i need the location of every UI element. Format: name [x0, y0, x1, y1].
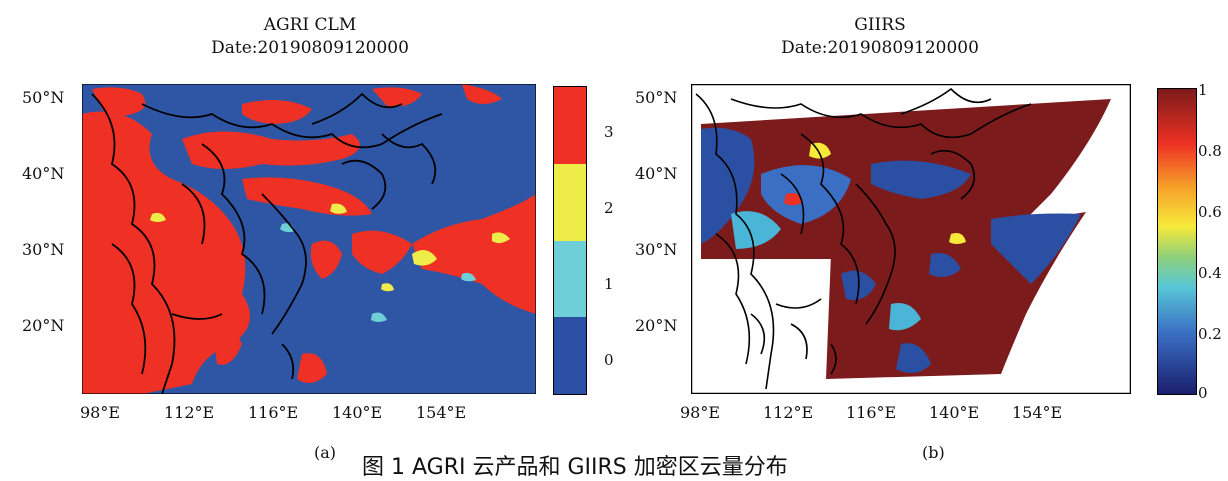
- panel-a-cloud-class-3: [82, 84, 536, 394]
- panel-b-date: Date:20190809120000: [781, 38, 979, 58]
- panel-b-coastlines: [695, 87, 1032, 390]
- panel-b-lon-label: 154°E: [1012, 403, 1063, 422]
- panel-a-colorbar-tick: 1: [604, 275, 614, 293]
- colorbar-segment-0: [554, 317, 586, 394]
- panel-a-cloud-class-2: [150, 203, 510, 292]
- panel-a-colorbar-tick: 3: [604, 123, 614, 141]
- panel-b-colorbar-tick: 0: [1198, 384, 1208, 402]
- panel-b-colorbar-tick: 0.2: [1198, 325, 1222, 343]
- panel-b-title: GIIRS: [854, 15, 906, 35]
- panel-a-lon-label: 116°E: [248, 403, 299, 422]
- panel-b-colorbar-tick: 0.6: [1198, 203, 1222, 221]
- panel-a-lat-label: 50°N: [22, 88, 65, 107]
- panel-a-colorbar-tick: 0: [604, 351, 614, 369]
- panel-a-cloud-class-1: [280, 223, 476, 322]
- panel-a-lon-label: 112°E: [164, 403, 215, 422]
- panel-b-label: (b): [922, 443, 945, 462]
- panel-b-lon-label: 112°E: [763, 403, 814, 422]
- panel-b-colorbar-tick: 0.8: [1198, 142, 1222, 160]
- colorbar-segment-3: [554, 87, 586, 164]
- panel-a-map: [82, 84, 536, 394]
- colorbar-segment-1: [554, 240, 586, 318]
- panel-b-map: [691, 84, 1131, 394]
- panel-b-lon-label: 98°E: [680, 403, 721, 422]
- panel-b-lon-label: 116°E: [846, 403, 897, 422]
- panel-a-lon-label: 140°E: [332, 403, 383, 422]
- panel-a-colorbar: [553, 86, 587, 395]
- panel-a-lat-label: 40°N: [22, 164, 65, 183]
- panel-b-lon-label: 140°E: [929, 403, 980, 422]
- panel-b-colorbar-tick: 0.4: [1198, 264, 1222, 282]
- colorbar-segment-2: [554, 163, 586, 241]
- panel-b-colorbar: [1157, 88, 1197, 395]
- panel-a-coastlines: [91, 92, 443, 394]
- panel-a-lon-label: 154°E: [416, 403, 467, 422]
- panel-a-lat-label: 20°N: [22, 316, 65, 335]
- panel-a-colorbar-tick: 2: [604, 199, 614, 217]
- panel-a-label: (a): [314, 443, 337, 462]
- panel-b-colorbar-tick: 1: [1198, 81, 1208, 99]
- panel-a-date: Date:20190809120000: [211, 38, 409, 58]
- panel-b-lat-label: 40°N: [635, 164, 678, 183]
- panel-b-lat-label: 50°N: [635, 88, 678, 107]
- figure-caption: 图 1 AGRI 云产品和 GIIRS 加密区云量分布: [362, 455, 788, 480]
- panel-b-lat-label: 30°N: [635, 240, 678, 259]
- panel-a-lon-label: 98°E: [80, 403, 121, 422]
- panel-a-lat-label: 30°N: [22, 240, 65, 259]
- panel-b-lat-label: 20°N: [635, 316, 678, 335]
- panel-a-title: AGRI CLM: [263, 15, 357, 35]
